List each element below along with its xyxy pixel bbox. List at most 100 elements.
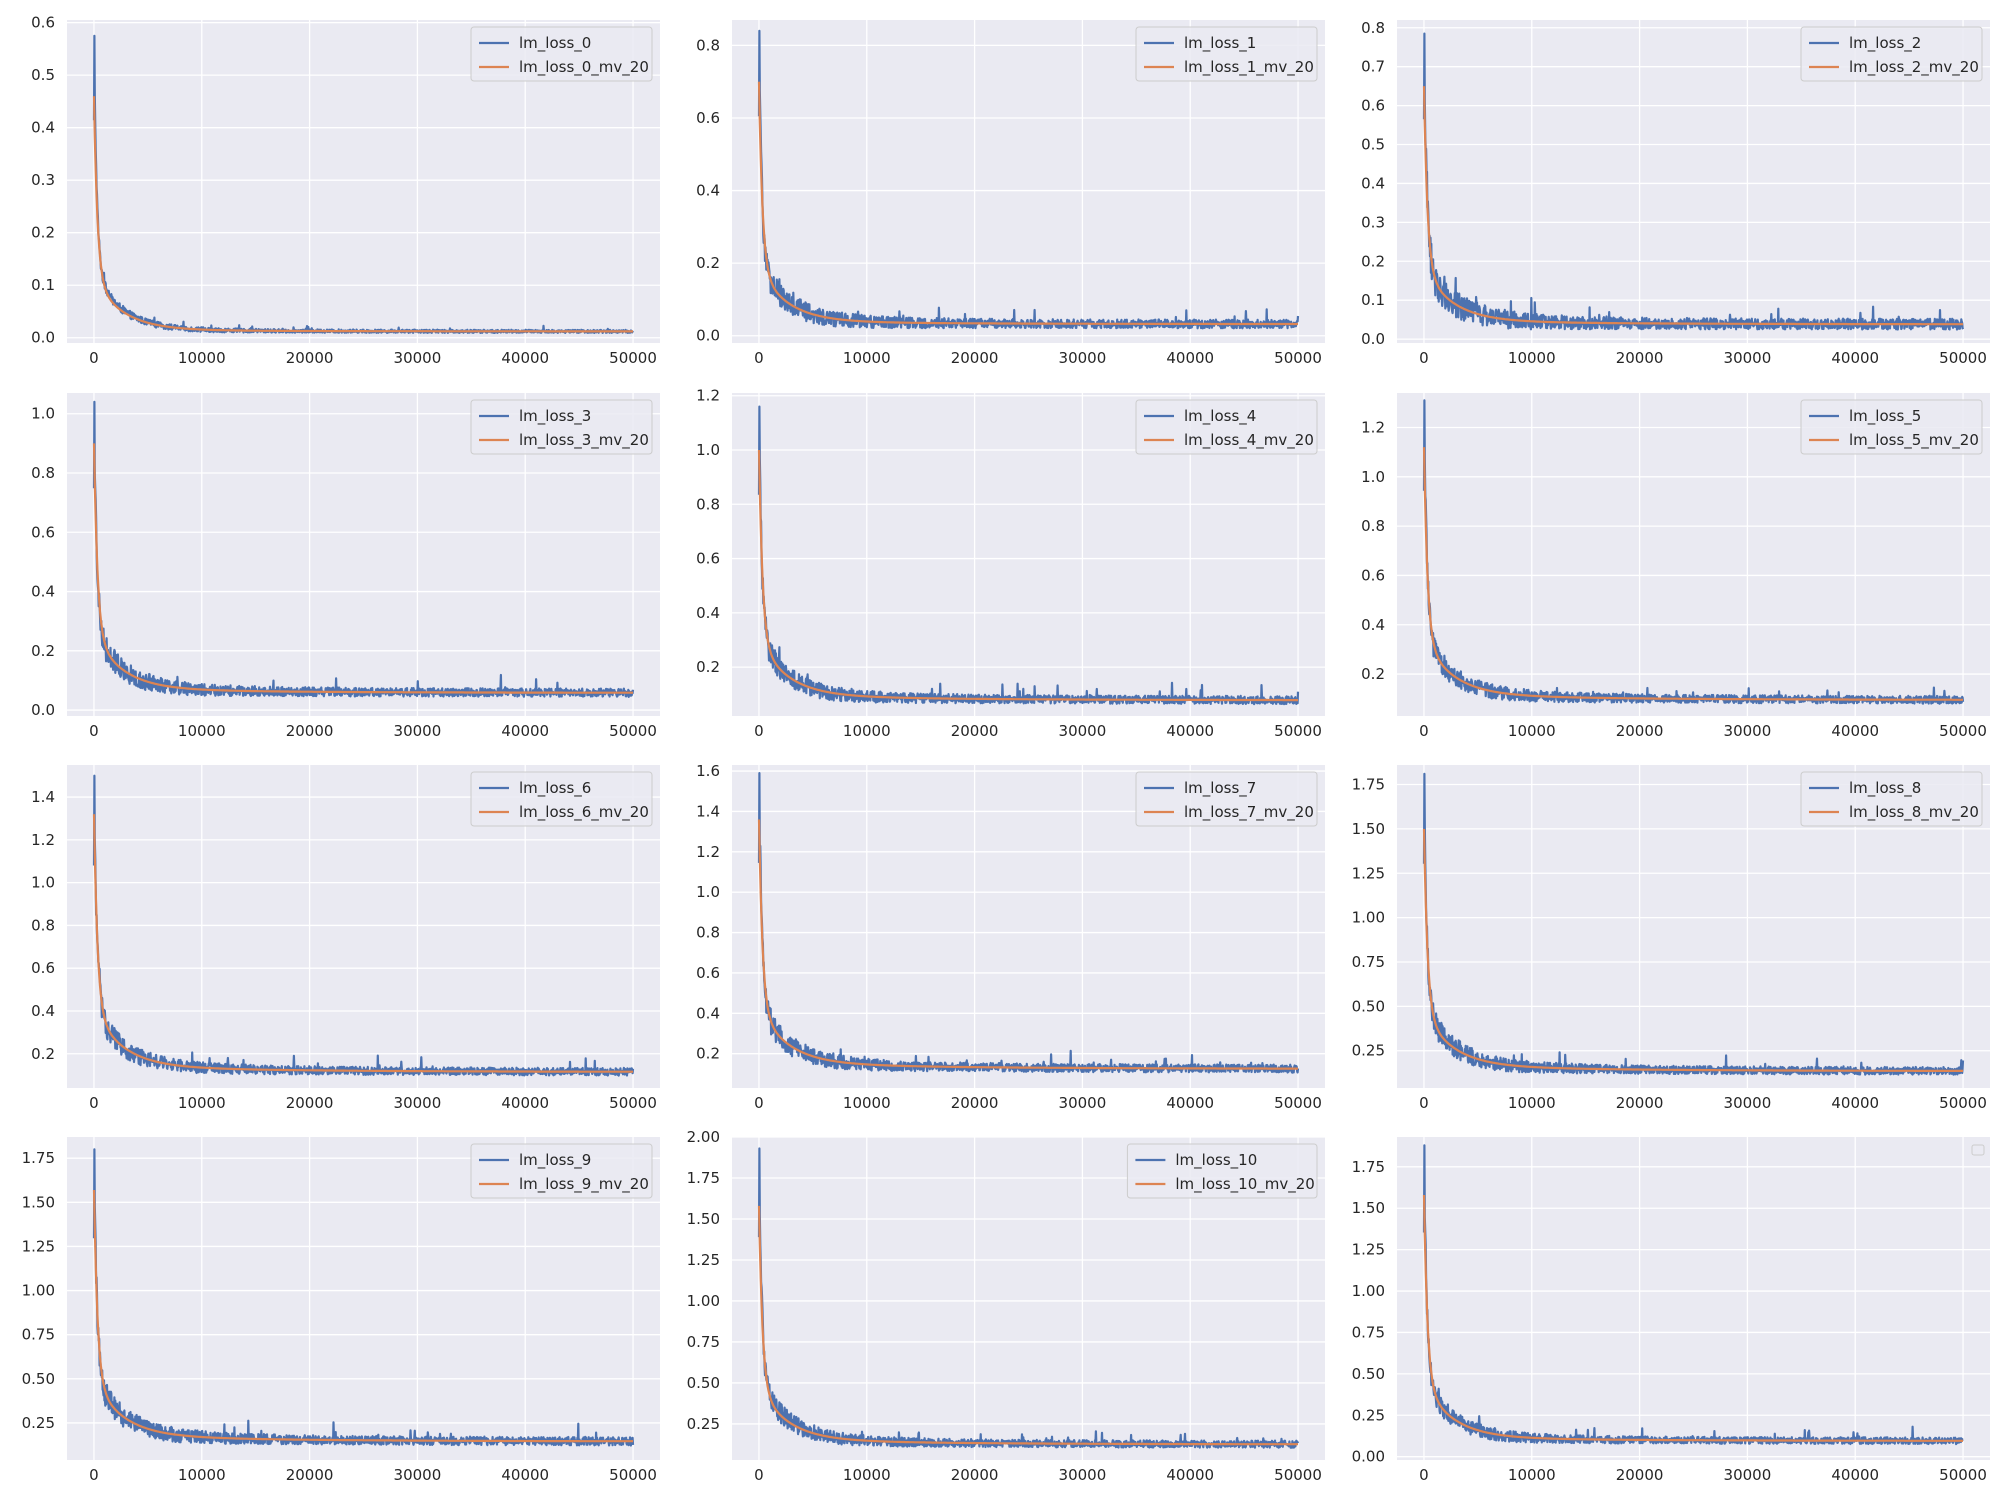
x-tick-label: 50000: [609, 1094, 657, 1112]
legend-box: [1971, 1144, 1985, 1156]
x-tick-label: 20000: [951, 1094, 999, 1112]
x-tick-label: 30000: [1059, 722, 1107, 740]
chart-svg-3: 0 10000 20000 30000 40000 50000 0.0 0.2 0.4 0.6 0.…: [31, 393, 660, 740]
legend-box: [470, 26, 653, 82]
x-tick-label: 0: [754, 349, 764, 367]
series-line-smooth: [92, 443, 634, 694]
y-tick-label: 0.6: [1361, 566, 1385, 584]
x-tick-label: 10000: [843, 1466, 891, 1484]
x-tick-label: 0: [89, 349, 99, 367]
series-line-raw: [92, 34, 634, 334]
series-line-smooth: [1422, 828, 1964, 1072]
y-tick-label: 1.50: [22, 1193, 55, 1211]
chart-svg-10: 0 10000 20000 30000 40000 50000 0.25 0.50 0.75 1.…: [687, 1128, 1325, 1484]
x-tick-label: 20000: [1616, 349, 1664, 367]
x-tick-label: 30000: [394, 349, 442, 367]
y-tick-label: 1.00: [1352, 909, 1385, 927]
series-line-raw: [92, 400, 635, 698]
y-tick-label: 1.00: [22, 1282, 55, 1300]
y-tick-label: 1.50: [687, 1210, 720, 1228]
y-tick-label: 0.0: [1361, 330, 1385, 348]
legend-label: lm_loss_10_mv_20: [1175, 1175, 1314, 1194]
y-tick-label: 0.8: [31, 464, 55, 482]
x-tick-label: 10000: [843, 722, 891, 740]
x-tick-label: 50000: [1274, 1466, 1322, 1484]
y-tick-label: 1.00: [687, 1292, 720, 1310]
series-line-smooth: [1422, 1194, 1964, 1442]
series-line-smooth: [757, 1205, 1299, 1446]
y-tick-label: 0.8: [1361, 517, 1385, 535]
y-tick-label: 0.3: [1361, 213, 1385, 231]
y-tick-label: 0.5: [1361, 136, 1385, 154]
chart-svg-0: 0 10000 20000 30000 40000 50000 0.0 0.1 0.2 0.3 0.…: [31, 14, 660, 367]
x-tick-label: 50000: [1274, 722, 1322, 740]
x-tick-label: 40000: [1166, 349, 1214, 367]
x-tick-label: 30000: [1724, 1466, 1772, 1484]
plot-background: [1397, 1137, 1990, 1460]
y-tick-label: 0.00: [1352, 1448, 1385, 1466]
legend-label: lm_loss_7_mv_20: [1184, 803, 1314, 822]
x-tick-label: 50000: [1939, 349, 1987, 367]
x-tick-label: 10000: [843, 349, 891, 367]
y-tick-label: 1.25: [1352, 1241, 1385, 1259]
x-tick-label: 10000: [1508, 349, 1556, 367]
y-tick-label: 1.75: [1352, 776, 1385, 794]
y-tick-label: 0.6: [31, 523, 55, 541]
y-tick-label: 0.3: [31, 171, 55, 189]
legend-box: [1126, 1143, 1318, 1199]
x-tick-label: 50000: [609, 1466, 657, 1484]
y-tick-label: 1.2: [696, 387, 720, 405]
y-tick-label: 0.2: [696, 254, 720, 272]
x-tick-label: 40000: [501, 1466, 549, 1484]
x-tick-label: 20000: [286, 1094, 334, 1112]
series-line-smooth: [757, 81, 1299, 326]
legend-label: lm_loss_3_mv_20: [519, 431, 649, 450]
y-tick-label: 1.2: [1361, 419, 1385, 437]
y-tick-label: 0.2: [696, 1045, 720, 1063]
chart-panel-10: 0 10000 20000 30000 40000 50000 0.25 0.50 0.75 1.…: [687, 1128, 1325, 1484]
y-tick-label: 1.75: [22, 1149, 55, 1167]
series-line-smooth: [757, 449, 1299, 702]
legend-label: lm_loss_5_mv_20: [1849, 431, 1979, 450]
y-tick-label: 1.0: [31, 874, 55, 892]
x-tick-label: 40000: [1166, 1466, 1214, 1484]
chart-panel-4: 0 10000 20000 30000 40000 50000 0.2 0.4 0.6 0.8 1.…: [696, 387, 1325, 740]
y-tick-label: 0.0: [31, 701, 55, 719]
y-tick-label: 0.75: [1352, 1323, 1385, 1341]
x-tick-label: 50000: [1939, 722, 1987, 740]
chart-panel-5: 0 10000 20000 30000 40000 50000 0.2 0.4 0.6 0.8 1.…: [1361, 393, 1990, 740]
chart-panel-1: 0 10000 20000 30000 40000 50000 0.0 0.2 0.4 0.6 0.…: [696, 20, 1325, 367]
x-tick-label: 0: [89, 722, 99, 740]
series-line-smooth: [1422, 86, 1964, 326]
chart-panel-3: 0 10000 20000 30000 40000 50000 0.0 0.2 0.4 0.6 0.…: [31, 393, 660, 740]
y-tick-label: 0.2: [1361, 665, 1385, 683]
y-tick-label: 1.2: [31, 831, 55, 849]
chart-panel-11: 0 10000 20000 30000 40000 50000 0.00 0.25 0.50 0.…: [1352, 1137, 1990, 1484]
x-tick-label: 50000: [1274, 349, 1322, 367]
x-tick-label: 50000: [1939, 1094, 1987, 1112]
x-tick-label: 0: [89, 1094, 99, 1112]
legend-box: [470, 771, 653, 827]
x-tick-label: 0: [1419, 1094, 1429, 1112]
chart-svg-1: 0 10000 20000 30000 40000 50000 0.0 0.2 0.4 0.6 0.…: [696, 20, 1325, 367]
chart-svg-9: 0 10000 20000 30000 40000 50000 0.25 0.50 0.75 1.…: [22, 1137, 660, 1484]
x-tick-label: 0: [754, 1094, 764, 1112]
legend-box: [1135, 26, 1318, 82]
chart-svg-11: 0 10000 20000 30000 40000 50000 0.00 0.25 0.50 0.…: [1352, 1137, 1990, 1484]
chart-svg-8: 0 10000 20000 30000 40000 50000 0.25 0.50 0.75 1.…: [1352, 765, 1990, 1112]
legend-label: lm_loss_8: [1849, 779, 1921, 798]
chart-svg-7: 0 10000 20000 30000 40000 50000 0.2 0.4 0.6 0.8 1.…: [696, 762, 1325, 1112]
legend-box: [470, 1143, 653, 1199]
y-tick-label: 0.4: [31, 119, 55, 137]
legend-box: [1800, 399, 1983, 455]
x-tick-label: 40000: [501, 349, 549, 367]
legend-label: lm_loss_8_mv_20: [1849, 803, 1979, 822]
y-tick-label: 0.2: [31, 224, 55, 242]
y-tick-label: 0.25: [1352, 1406, 1385, 1424]
x-tick-label: 30000: [394, 1094, 442, 1112]
y-tick-label: 0.8: [696, 924, 720, 942]
x-tick-label: 20000: [1616, 1094, 1664, 1112]
x-tick-label: 30000: [1724, 722, 1772, 740]
y-tick-label: 0.50: [1352, 997, 1385, 1015]
legend-label: lm_loss_1_mv_20: [1184, 58, 1314, 77]
